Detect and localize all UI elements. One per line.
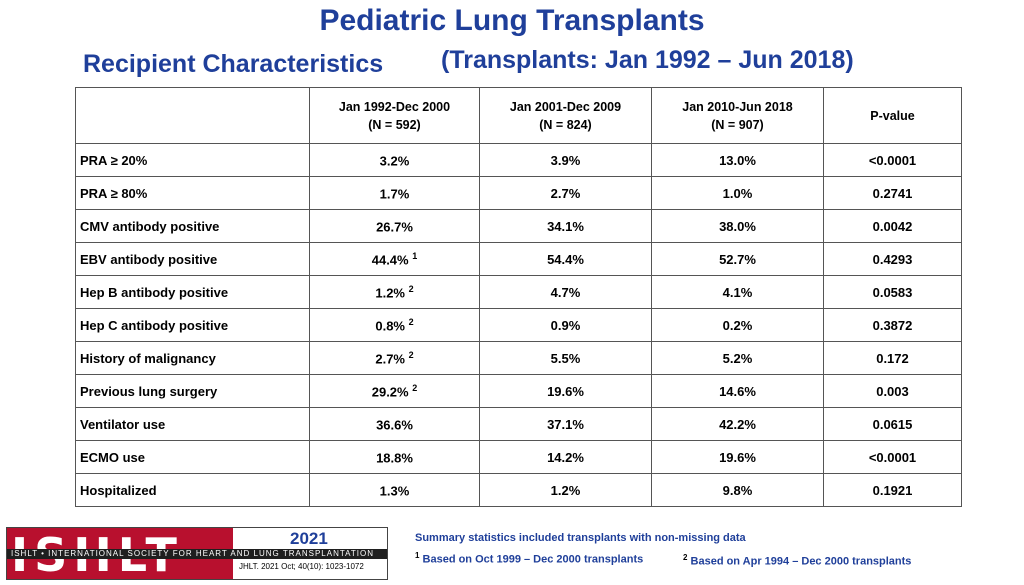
cell-period-3: 42.2% xyxy=(651,407,824,441)
cell-period-2: 5.5% xyxy=(479,341,652,375)
table-row: History of malignancy 2.7% 2 5.5% 5.2% 0.172 xyxy=(75,341,962,375)
row-label: Previous lung surgery xyxy=(75,374,310,408)
table-row: Hospitalized 1.3% 1.2% 9.8% 0.1921 xyxy=(75,473,962,507)
table-row: CMV antibody positive 26.7% 34.1% 38.0% 0.0… xyxy=(75,209,962,243)
cell-period-1: 36.6% xyxy=(309,407,480,441)
logo-year: 2021 xyxy=(290,529,328,548)
cell-period-2: 2.7% xyxy=(479,176,652,210)
table-row: Hep C antibody positive 0.8% 2 0.9% 0.2% 0.3… xyxy=(75,308,962,342)
cell-period-2: 0.9% xyxy=(479,308,652,342)
cell-pvalue: 0.0042 xyxy=(823,209,962,243)
cell-period-3: 1.0% xyxy=(651,176,824,210)
subtitle-recipient: Recipient Characteristics xyxy=(83,50,384,78)
table-row: PRA ≥ 20% 3.2% 3.9% 13.0% <0.0001 xyxy=(75,143,962,177)
cell-pvalue: 0.4293 xyxy=(823,242,962,276)
cell-period-2: 37.1% xyxy=(479,407,652,441)
cell-period-3: 4.1% xyxy=(651,275,824,309)
row-label: Hep B antibody positive xyxy=(75,275,310,309)
cell-pvalue: 0.0583 xyxy=(823,275,962,309)
journal-citation: JHLT. 2021 Oct; 40(10): 1023-1072 xyxy=(239,562,364,571)
cell-period-3: 9.8% xyxy=(651,473,824,507)
row-label: PRA ≥ 20% xyxy=(75,143,310,177)
footnote-summary: Summary statistics included transplants … xyxy=(415,532,746,544)
cell-pvalue: 0.003 xyxy=(823,374,962,408)
cell-period-1: 3.2% xyxy=(309,143,480,177)
cell-period-3: 52.7% xyxy=(651,242,824,276)
table-header-row: Jan 1992-Dec 2000 (N = 592) Jan 2001-Dec … xyxy=(75,87,962,144)
cell-period-3: 14.6% xyxy=(651,374,824,408)
header-period-1: Jan 1992-Dec 2000 (N = 592) xyxy=(309,87,480,144)
row-label: History of malignancy xyxy=(75,341,310,375)
cell-period-1: 18.8% xyxy=(309,440,480,474)
cell-pvalue: 0.1921 xyxy=(823,473,962,507)
cell-period-2: 19.6% xyxy=(479,374,652,408)
table-row: ECMO use 18.8% 14.2% 19.6% <0.0001 xyxy=(75,440,962,474)
cell-period-3: 38.0% xyxy=(651,209,824,243)
cell-period-1: 1.7% xyxy=(309,176,480,210)
row-label: Hospitalized xyxy=(75,473,310,507)
subtitle-period: (Transplants: Jan 1992 – Jun 2018) xyxy=(441,46,854,74)
row-label: PRA ≥ 80% xyxy=(75,176,310,210)
cell-period-3: 0.2% xyxy=(651,308,824,342)
cell-period-1: 44.4% 1 xyxy=(309,242,480,276)
cell-pvalue: <0.0001 xyxy=(823,440,962,474)
row-label: EBV antibody positive xyxy=(75,242,310,276)
cell-period-3: 5.2% xyxy=(651,341,824,375)
footnote-1: 1 Based on Oct 1999 – Dec 2000 transplan… xyxy=(415,551,644,566)
page-title: Pediatric Lung Transplants xyxy=(319,4,705,37)
cell-pvalue: 0.2741 xyxy=(823,176,962,210)
table-row: PRA ≥ 80% 1.7% 2.7% 1.0% 0.2741 xyxy=(75,176,962,210)
cell-period-2: 3.9% xyxy=(479,143,652,177)
cell-period-2: 54.4% xyxy=(479,242,652,276)
cell-period-1: 29.2% 2 xyxy=(309,374,480,408)
cell-period-1: 26.7% xyxy=(309,209,480,243)
cell-period-1: 1.2% 2 xyxy=(309,275,480,309)
logo-band: ISHLT • INTERNATIONAL SOCIETY FOR HEART … xyxy=(7,549,387,559)
header-period-3: Jan 2010-Jun 2018 (N = 907) xyxy=(651,87,824,144)
header-period-2: Jan 2001-Dec 2009 (N = 824) xyxy=(479,87,652,144)
cell-period-2: 4.7% xyxy=(479,275,652,309)
cell-period-2: 1.2% xyxy=(479,473,652,507)
cell-pvalue: <0.0001 xyxy=(823,143,962,177)
row-label: ECMO use xyxy=(75,440,310,474)
row-label: Hep C antibody positive xyxy=(75,308,310,342)
cell-period-1: 2.7% 2 xyxy=(309,341,480,375)
row-label: CMV antibody positive xyxy=(75,209,310,243)
cell-period-1: 1.3% xyxy=(309,473,480,507)
table-row: EBV antibody positive 44.4% 1 54.4% 52.7% 0.… xyxy=(75,242,962,276)
cell-period-1: 0.8% 2 xyxy=(309,308,480,342)
characteristics-table: Jan 1992-Dec 2000 (N = 592) Jan 2001-Dec … xyxy=(75,87,962,507)
ishlt-logo: ISHLT ISHLT • INTERNATIONAL SOCIETY FOR … xyxy=(6,527,388,582)
cell-pvalue: 0.172 xyxy=(823,341,962,375)
footnote-2: 2 Based on Apr 1994 – Dec 2000 transplan… xyxy=(683,553,912,568)
row-label: Ventilator use xyxy=(75,407,310,441)
cell-pvalue: 0.3872 xyxy=(823,308,962,342)
cell-period-2: 14.2% xyxy=(479,440,652,474)
cell-period-3: 19.6% xyxy=(651,440,824,474)
header-pvalue: P-value xyxy=(823,87,962,144)
header-label-col xyxy=(75,87,310,144)
cell-period-2: 34.1% xyxy=(479,209,652,243)
table-row: Hep B antibody positive 1.2% 2 4.7% 4.1% 0.0… xyxy=(75,275,962,309)
cell-period-3: 13.0% xyxy=(651,143,824,177)
table-row: Ventilator use 36.6% 37.1% 42.2% 0.0615 xyxy=(75,407,962,441)
table-row: Previous lung surgery 29.2% 2 19.6% 14.6% 0.… xyxy=(75,374,962,408)
cell-pvalue: 0.0615 xyxy=(823,407,962,441)
